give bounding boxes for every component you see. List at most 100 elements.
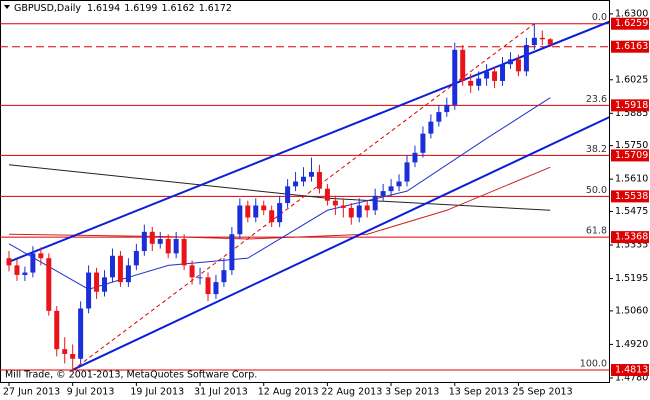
price-tag-label: 1.5709 [615, 150, 648, 161]
close-value: 1.6172 [199, 3, 232, 14]
candle-body [539, 37, 545, 40]
candle-body [531, 37, 537, 46]
candle-body [102, 277, 108, 292]
x-tick-label: 25 Sep 2013 [512, 387, 572, 398]
candle-body [507, 59, 513, 65]
menu-triangle [4, 5, 10, 9]
candle-body [380, 191, 386, 196]
candle-body [308, 171, 314, 177]
price-tag-label: 1.5368 [615, 232, 648, 243]
candle-body [444, 104, 450, 113]
price-tag [611, 231, 649, 244]
candle-body [245, 205, 251, 218]
candle-body [189, 265, 195, 278]
candle-body [62, 349, 68, 354]
x-tick-label: 27 Jun 2013 [3, 387, 60, 398]
candle-body [388, 186, 394, 192]
candle-body [213, 282, 219, 295]
price-tag-label: 1.5538 [615, 191, 648, 202]
trendline [8, 20, 609, 263]
candle-body [436, 112, 442, 122]
price-tag-label: 1.5918 [615, 100, 648, 111]
candle-body [492, 71, 498, 81]
candle-body [277, 203, 283, 223]
candle-body [404, 162, 410, 182]
candle-body [237, 205, 243, 235]
y-tick-label: 1.5335 [615, 240, 648, 251]
moving-average [8, 166, 551, 240]
trendline [72, 23, 535, 371]
candle-body [38, 253, 44, 259]
price-tag-label: 1.6163 [615, 41, 648, 52]
candle-body [547, 39, 553, 45]
candle-body [420, 133, 426, 153]
candle-body [229, 234, 235, 271]
fib-name: 23.6 [586, 94, 607, 105]
candle-body [428, 121, 434, 134]
fib-name: 100.0 [580, 359, 607, 370]
candle-body [14, 265, 20, 275]
candle-body [269, 210, 275, 223]
y-tick-label: 1.4920 [615, 339, 648, 350]
candle-body [460, 49, 466, 81]
candle-body [78, 308, 84, 359]
price-tag [611, 190, 649, 203]
header: GBPUSD,Daily 1.6194 1.6199 1.6162 1.6172 [14, 3, 232, 14]
candle-body [70, 353, 76, 359]
price-tag [611, 149, 649, 162]
candle-body [468, 80, 474, 86]
candle-body [293, 181, 299, 187]
low-value: 1.6162 [161, 3, 194, 14]
candle-body [109, 255, 115, 278]
price-tag-label: 1.4813 [615, 365, 648, 376]
moving-average [8, 97, 551, 290]
x-tick-label: 19 Jul 2013 [130, 387, 184, 398]
candle-body [253, 205, 259, 218]
price-tag [611, 40, 649, 53]
y-tick-label: 1.6025 [615, 74, 648, 85]
candle-body [197, 277, 203, 279]
candle-body [285, 186, 291, 204]
x-tick-label: 22 Aug 2013 [321, 387, 382, 398]
candle-body [476, 78, 482, 86]
y-tick-label: 1.5610 [615, 174, 648, 185]
candle-body [261, 205, 267, 211]
x-tick-label: 3 Sep 2013 [385, 387, 439, 398]
candle-body [523, 45, 529, 72]
candle-body [86, 272, 92, 309]
candle-body [500, 64, 506, 81]
fib-name: 38.2 [586, 144, 607, 155]
y-tick-label: 1.5750 [615, 140, 648, 151]
candle-body [141, 231, 147, 251]
y-tick-label: 1.5475 [615, 206, 648, 217]
price-tag [611, 17, 649, 30]
candle-body [340, 205, 346, 208]
candle-body [484, 71, 490, 79]
y-tick-label: 1.4780 [615, 372, 648, 383]
candle-body [22, 272, 28, 275]
fib-name: 0.0 [592, 12, 607, 23]
candle-body [54, 310, 60, 350]
candle-body [372, 195, 378, 211]
open-value: 1.6194 [87, 3, 120, 14]
candle-body [157, 239, 163, 244]
candle-body [46, 258, 52, 311]
candle-body [30, 253, 36, 273]
candle-body [364, 205, 370, 211]
candle-body [452, 49, 458, 105]
candle-body [94, 272, 100, 292]
candle-body [173, 239, 179, 254]
candle-body [117, 255, 123, 283]
candle-body [205, 277, 211, 295]
y-tick-label: 1.6300 [615, 8, 648, 19]
x-tick-label: 12 Aug 2013 [258, 387, 319, 398]
price-tag [611, 364, 649, 377]
y-tick-label: 1.5195 [615, 273, 648, 284]
candle-body [515, 59, 521, 72]
candle-body [324, 188, 330, 201]
candle-body [181, 239, 187, 266]
candle-body [348, 207, 354, 218]
x-tick-label: 31 Jul 2013 [194, 387, 248, 398]
price-tag [611, 99, 649, 112]
